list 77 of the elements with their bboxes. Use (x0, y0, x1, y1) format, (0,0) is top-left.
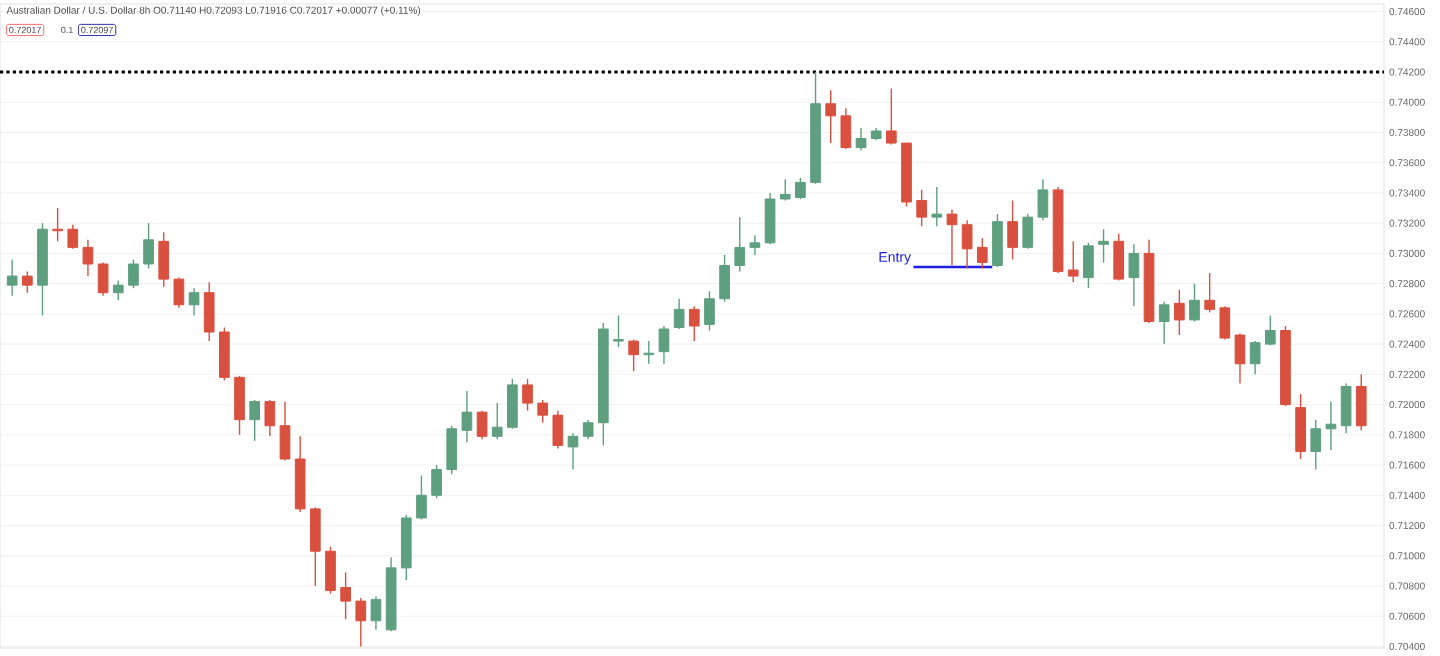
candlestick (1355, 373, 1367, 431)
candlestick (734, 216, 746, 273)
candlestick (416, 474, 427, 521)
candlestick (658, 325, 670, 365)
candlestick (1310, 419, 1322, 471)
candlestick (67, 223, 79, 250)
candlestick (537, 399, 549, 424)
candlestick (264, 399, 276, 438)
candlestick (946, 208, 958, 267)
candlestick (1128, 243, 1140, 308)
candlestick (567, 432, 579, 471)
candlestick (719, 254, 730, 303)
candlestick (931, 186, 943, 227)
candlestick (673, 298, 685, 330)
candlestick (219, 326, 230, 382)
candlestick (143, 222, 154, 270)
candlestick (764, 192, 776, 246)
candlestick (840, 107, 852, 150)
candlestick (1219, 305, 1231, 341)
candlestick (825, 89, 837, 144)
candlestick (279, 400, 291, 462)
candlestick (885, 87, 897, 146)
candlestick (961, 219, 973, 270)
candlestick (1007, 199, 1018, 261)
candlestick (1037, 178, 1049, 221)
candlestick (446, 425, 458, 475)
candlestick (309, 506, 321, 587)
candlestick (1174, 288, 1185, 336)
candlestick (6, 258, 18, 297)
candlestick (431, 464, 442, 500)
candlestick (552, 409, 564, 450)
candlestick (158, 231, 170, 288)
candlestick (1340, 382, 1352, 435)
candlestick (355, 597, 367, 648)
candlestick (628, 338, 639, 373)
candlestick (976, 237, 988, 270)
candlestick (688, 305, 700, 342)
candlestick (461, 390, 473, 444)
candlestick (1022, 213, 1034, 250)
candlestick (1098, 228, 1109, 264)
candlestick (522, 378, 533, 412)
candlestick (582, 419, 594, 441)
candlestick (203, 281, 215, 342)
candlestick (476, 409, 488, 441)
candlestick (249, 399, 261, 442)
candlestick (992, 213, 1003, 268)
candlestick (82, 239, 94, 277)
candlestick (507, 378, 518, 430)
candlestick (1295, 393, 1306, 460)
candlestick (491, 402, 503, 441)
candlestick (795, 177, 806, 200)
candlestick (1325, 400, 1337, 451)
candlestick (1083, 242, 1094, 289)
candlestick (188, 287, 200, 317)
candlestick (173, 276, 185, 309)
candlestick (1249, 340, 1261, 376)
candlestick (1234, 332, 1246, 385)
candlestick (779, 178, 791, 202)
candlestick (234, 375, 245, 436)
candlestick (340, 571, 351, 620)
candlestick (370, 595, 382, 631)
candlestick (704, 290, 715, 332)
candlestick (1113, 233, 1125, 282)
candlestick (916, 189, 927, 227)
candlestick (1189, 282, 1200, 323)
candlestick (613, 314, 624, 348)
candlestick (325, 545, 336, 595)
candlestick (97, 261, 109, 297)
candlestick (128, 258, 139, 289)
candlestick (1264, 314, 1276, 347)
candlestick (21, 270, 33, 294)
candlestick (1204, 272, 1216, 314)
candlestick (1067, 240, 1079, 283)
candlestick (855, 127, 867, 152)
candlestick (112, 279, 124, 301)
candlestick (1158, 301, 1170, 345)
candlestick (749, 234, 761, 256)
